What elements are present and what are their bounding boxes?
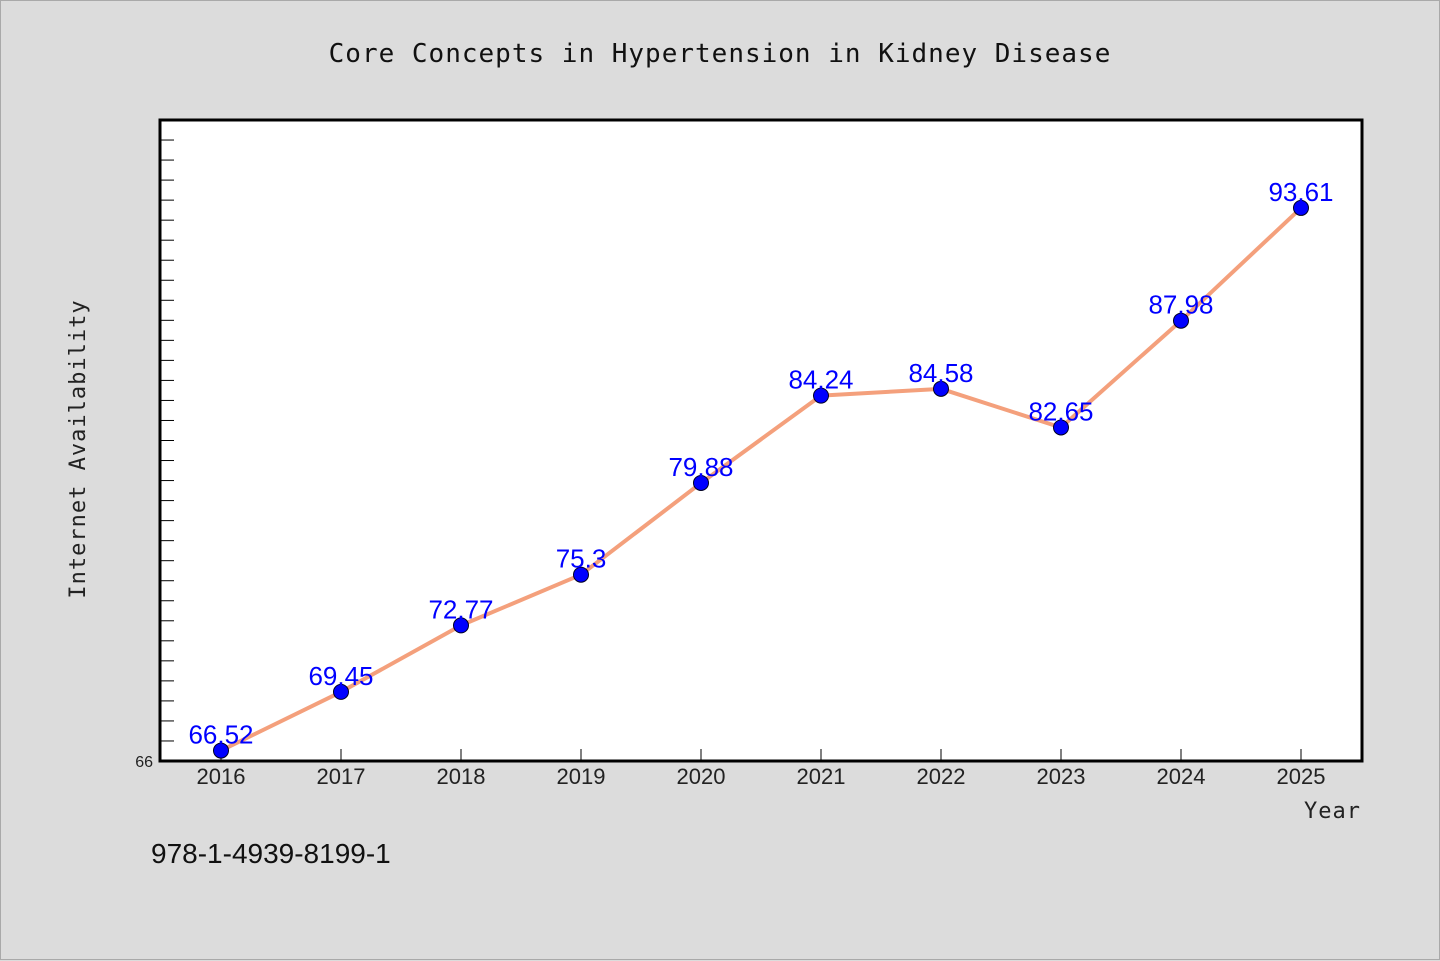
data-point — [1293, 199, 1309, 216]
data-label: 87.98 — [1148, 290, 1213, 320]
x-tick-label: 2017 — [317, 764, 366, 789]
data-point — [333, 683, 349, 700]
x-axis-ticks: 2016 2017 2018 2019 2020 2021 2022 2023 2024 2025 — [197, 749, 1326, 789]
data-label: 72.77 — [428, 594, 493, 624]
x-axis-title: Year — [1304, 799, 1361, 824]
series-line — [219, 205, 1303, 753]
x-tick-label: 2018 — [437, 764, 486, 789]
y-axis-ticks — [160, 139, 174, 742]
data-label: 75.3 — [556, 544, 607, 574]
data-label: 84.24 — [788, 365, 853, 395]
data-point — [213, 742, 229, 759]
x-tick-label: 2019 — [557, 764, 606, 789]
chart-title: Core Concepts in Hypertension in Kidney … — [329, 39, 1112, 69]
x-tick-label: 2024 — [1157, 764, 1206, 789]
data-label: 79.88 — [668, 452, 733, 482]
x-tick-label: 2022 — [917, 764, 966, 789]
data-point — [693, 474, 709, 491]
x-tick-label: 2016 — [197, 764, 246, 789]
data-label: 82.65 — [1028, 396, 1093, 426]
y-tick-label-min: 66 — [135, 754, 153, 771]
x-tick-label: 2025 — [1277, 764, 1326, 789]
data-point — [573, 566, 589, 583]
data-point — [933, 380, 949, 397]
isbn-text: 978-1-4939-8199-1 — [151, 838, 391, 869]
x-tick-label: 2023 — [1037, 764, 1086, 789]
data-label: 69.45 — [308, 661, 373, 691]
data-point — [1173, 312, 1189, 329]
series-layer: 66.52 69.45 72.77 75.3 79.88 84.24 84.58 82.65 8… — [188, 177, 1334, 759]
data-point — [1053, 419, 1069, 436]
data-label: 93.61 — [1268, 177, 1333, 207]
y-axis-title: Internet Availability — [66, 299, 91, 598]
data-label: 66.52 — [188, 720, 253, 750]
data-point — [453, 617, 469, 634]
x-tick-label: 2021 — [797, 764, 846, 789]
x-tick-label: 2020 — [677, 764, 726, 789]
data-point — [813, 387, 829, 404]
data-label: 84.58 — [908, 358, 973, 388]
